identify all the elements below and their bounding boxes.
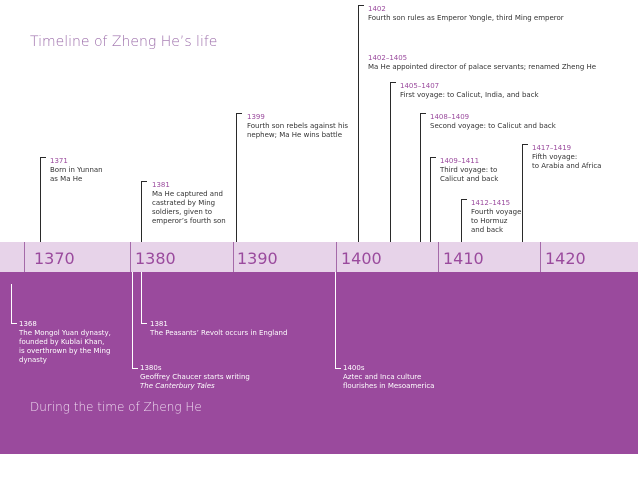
event-1371: 1371 Born in Yunnan as Ma He xyxy=(50,157,103,184)
event-connector xyxy=(335,272,336,369)
event-text: Geoffrey Chaucer starts writing xyxy=(140,373,250,381)
event-1402: 1402 Fourth son rules as Emperor Yongle,… xyxy=(368,5,564,23)
event-connector xyxy=(11,272,12,284)
event-connector-hook xyxy=(236,113,242,114)
axis-tick xyxy=(540,242,541,272)
event-text: Fifth voyage: to Arabia and Africa xyxy=(532,153,602,170)
event-1381-england: 1381 The Peasants’ Revolt occurs in Engl… xyxy=(150,320,287,338)
event-connector-hook xyxy=(141,323,147,324)
event-connector xyxy=(40,157,41,242)
event-connector xyxy=(132,272,133,369)
event-connector xyxy=(390,82,391,242)
event-date: 1400s xyxy=(343,364,365,372)
event-text: Second voyage: to Calicut and back xyxy=(430,122,556,130)
event-connector-hook xyxy=(390,82,396,83)
event-date: 1417–1419 xyxy=(532,144,572,152)
event-connector-hook xyxy=(132,368,138,369)
event-1417-1419: 1417–1419 Fifth voyage: to Arabia and Af… xyxy=(532,144,601,171)
event-text-italic: The Canterbury Tales xyxy=(140,382,215,390)
event-date: 1399 xyxy=(247,113,265,121)
event-1381: 1381 Ma He captured and castrated by Min… xyxy=(152,181,226,226)
event-connector-hook xyxy=(461,199,467,200)
event-date: 1402 xyxy=(368,5,386,13)
event-1409-1411: 1409–1411 Third voyage: to Calicut and b… xyxy=(440,157,498,184)
page-title: Timeline of Zheng He’s life xyxy=(30,34,218,50)
decade-label: 1380 xyxy=(135,249,176,268)
event-text: Fourth son rules as Emperor Yongle, thir… xyxy=(368,14,564,22)
event-text: Fourth voyage: to Hormuz and back xyxy=(471,208,524,234)
event-date: 1381 xyxy=(152,181,170,189)
event-1380s: 1380s Geoffrey Chaucer starts writing Th… xyxy=(140,364,250,391)
event-connector-hook xyxy=(430,157,436,158)
event-connector xyxy=(236,113,237,242)
event-connector xyxy=(430,157,431,242)
event-text: Ma He captured and castrated by Ming sol… xyxy=(152,190,226,225)
event-1368: 1368 The Mongol Yuan dynasty, founded by… xyxy=(19,320,111,365)
decade-label: 1410 xyxy=(443,249,484,268)
event-connector-hook xyxy=(522,144,528,145)
event-date: 1371 xyxy=(50,157,68,165)
event-connector-hook xyxy=(141,181,147,182)
event-date: 1402–1405 xyxy=(368,54,408,62)
event-text: First voyage: to Calicut, India, and bac… xyxy=(400,91,539,99)
decade-label: 1420 xyxy=(545,249,586,268)
event-connector xyxy=(358,5,359,242)
decade-label: 1400 xyxy=(341,249,382,268)
event-date: 1409–1411 xyxy=(440,157,480,165)
axis-tick xyxy=(336,242,337,272)
decade-label: 1390 xyxy=(237,249,278,268)
event-text: Aztec and Inca culture flourishes in Mes… xyxy=(343,373,435,390)
event-connector xyxy=(141,272,142,324)
contemporary-events-panel xyxy=(0,272,638,454)
event-1405-1407: 1405–1407 First voyage: to Calicut, Indi… xyxy=(400,82,539,100)
event-text: Ma He appointed director of palace serva… xyxy=(368,63,597,71)
timeline-axis-band xyxy=(0,242,638,272)
decade-label: 1370 xyxy=(34,249,75,268)
event-text: The Peasants’ Revolt occurs in England xyxy=(150,329,288,337)
event-connector xyxy=(522,144,523,242)
event-connector-hook xyxy=(335,368,341,369)
event-date: 1368 xyxy=(19,320,37,328)
axis-tick xyxy=(24,242,25,272)
event-connector xyxy=(461,199,462,242)
event-1412-1415: 1412–1415 Fourth voyage: to Hormuz and b… xyxy=(471,199,524,235)
event-date: 1405–1407 xyxy=(400,82,440,90)
event-1402-1405: 1402–1405 Ma He appointed director of pa… xyxy=(368,54,596,72)
event-connector-hook xyxy=(40,157,46,158)
event-connector xyxy=(420,113,421,242)
event-text: The Mongol Yuan dynasty, founded by Kubl… xyxy=(19,329,111,364)
event-date: 1412–1415 xyxy=(471,199,511,207)
event-text: Third voyage: to Calicut and back xyxy=(440,166,499,183)
event-connector-hook xyxy=(11,323,17,324)
event-1408-1409: 1408–1409 Second voyage: to Calicut and … xyxy=(430,113,556,131)
axis-tick xyxy=(438,242,439,272)
axis-tick xyxy=(233,242,234,272)
event-date: 1381 xyxy=(150,320,168,328)
section-footer-title: During the time of Zheng He xyxy=(30,400,202,414)
event-text: Born in Yunnan as Ma He xyxy=(50,166,103,183)
event-connector xyxy=(11,284,12,324)
event-connector xyxy=(141,181,142,242)
event-connector-hook xyxy=(358,5,364,6)
axis-tick xyxy=(130,242,131,272)
event-date: 1380s xyxy=(140,364,162,372)
event-connector-hook xyxy=(420,113,426,114)
event-1399: 1399 Fourth son rebels against his nephe… xyxy=(247,113,348,140)
event-1400s: 1400s Aztec and Inca culture flourishes … xyxy=(343,364,434,391)
event-text: Fourth son rebels against his nephew; Ma… xyxy=(247,122,349,139)
event-date: 1408–1409 xyxy=(430,113,470,121)
